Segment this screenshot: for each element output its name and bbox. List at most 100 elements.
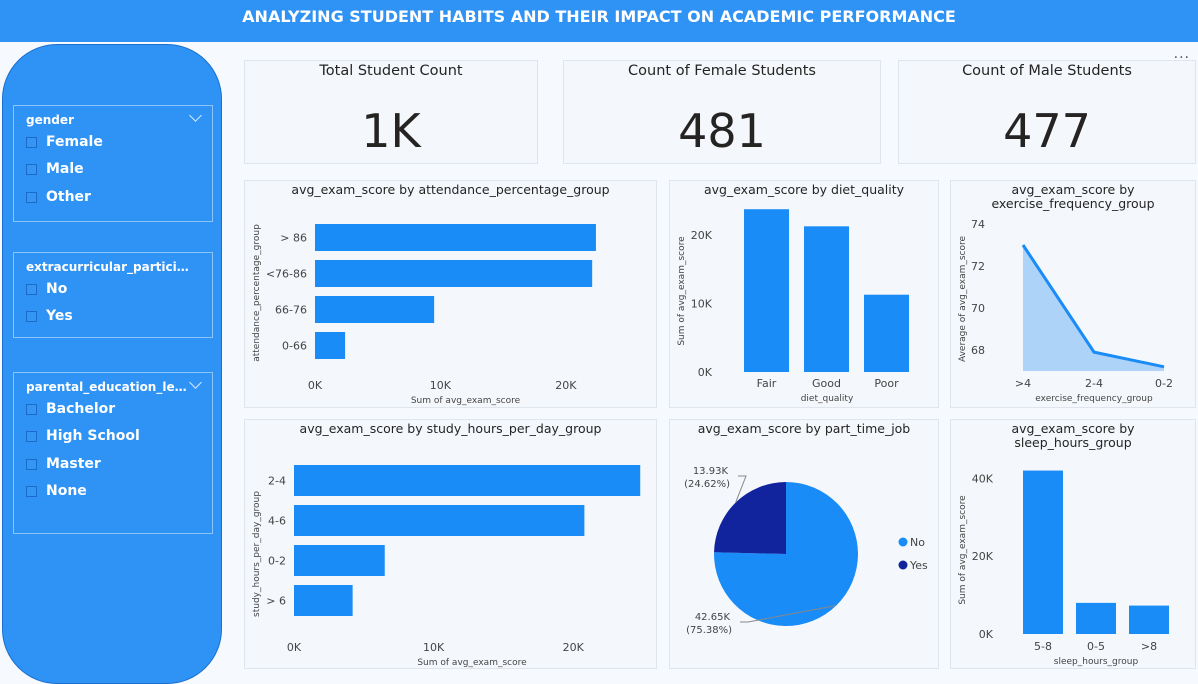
slicer-parental-education[interactable]: parental_education_level Bachelor High S… [13,372,213,534]
tick-label: 10K [430,379,452,392]
legend-marker [898,560,908,570]
chart-title-line: avg_exam_score by [1011,182,1135,197]
category-label: >4 [1015,377,1031,390]
kpi-card-male[interactable]: Count of Male Students 477 [898,60,1196,164]
checkbox[interactable] [26,283,37,295]
tick-label: 74 [971,218,985,231]
kpi-card-female[interactable]: Count of Female Students 481 [563,60,881,164]
bar [1129,605,1169,634]
bar [315,296,435,323]
slicer-extracurricular[interactable]: extracurricular_participation No Yes [13,252,213,338]
diet-bar-chart: 0K 10K 20K Fair Good Poor diet_quality Sum of a… [677,209,909,404]
slicer-option-bachelor[interactable]: Bachelor [26,399,115,419]
tick-label: 0K [698,366,713,379]
category-label: Good [812,377,841,390]
pie-slice [714,482,786,554]
x-axis-label: Sum of avg_exam_score [417,658,527,668]
tick-label: 70 [971,302,985,315]
chart-title-line: sleep_hours_group [1014,435,1132,450]
bar [294,545,385,576]
tick-label: 0K [979,628,994,641]
category-label: Fair [757,377,777,390]
chart-title-line: avg_exam_score by [1011,421,1135,436]
x-axis-label: sleep_hours_group [1054,657,1139,667]
slicer-option-master[interactable]: Master [26,454,101,474]
chart-sleep[interactable]: avg_exam_score by sleep_hours_group 0K 20… [950,419,1196,669]
bar [315,332,346,359]
category-label: 0-5 [1087,640,1105,653]
category-label: <76-86 [266,268,307,281]
slicer-option-other[interactable]: Other [26,187,91,207]
y-axis-label: attendance_percentage_group [252,224,262,362]
chart-title: avg_exam_score by diet_quality [703,182,905,197]
category-label: > 86 [280,232,307,245]
data-label-value: 13.93K [693,466,729,477]
checkbox[interactable] [26,430,37,442]
slicer-option-high-school[interactable]: High School [26,426,140,446]
card-title: Count of Female Students [628,63,816,79]
chart-study[interactable]: avg_exam_score by study_hours_per_day_gr… [244,419,657,669]
chart-parttime[interactable]: avg_exam_score by part_time_job 42.65K (7… [669,419,939,669]
slicer-option-label: Bachelor [46,401,116,417]
bar [315,260,593,287]
slicer-option-no[interactable]: No [26,279,67,299]
chart-title-line: exercise_frequency_group [991,196,1155,211]
category-label: Poor [874,377,899,390]
card-value: 477 [1003,104,1091,158]
chart-exercise[interactable]: avg_exam_score by exercise_frequency_gro… [950,180,1196,408]
x-axis-label: exercise_frequency_group [1035,394,1153,404]
checkbox[interactable] [26,458,37,470]
slicer-option-label: High School [46,428,140,444]
card-title: Count of Male Students [962,63,1132,79]
tick-label: 20K [555,379,577,392]
category-label: 0-2 [268,555,286,568]
slicer-option-male[interactable]: Male [26,159,84,179]
slicer-option-label: Male [46,161,84,177]
tick-label: 10K [423,641,445,654]
category-label: 2-4 [268,475,286,488]
slicer-option-female[interactable]: Female [26,132,103,152]
checkbox[interactable] [26,485,37,497]
checkbox[interactable] [26,403,37,415]
slicer-title: gender [26,113,74,127]
y-axis-label: study_hours_per_day_group [252,491,262,617]
slicer-option-yes[interactable]: Yes [26,306,73,326]
slicer-option-none[interactable]: None [26,481,87,501]
chart-diet[interactable]: avg_exam_score by diet_quality 0K 10K 20K F… [669,180,939,408]
study-bar-chart: 2-4 4-6 0-2 > 6 0K 10K 20K Sum of avg_exam_scor… [252,465,641,668]
category-label: >8 [1141,640,1157,653]
slicer-option-label: Other [46,189,91,205]
series-line [1021,244,1165,369]
data-label-value: 42.65K [695,612,731,623]
filter-sidebar: gender Female Male Other extracurricular… [2,44,222,684]
category-label: 66-76 [275,304,307,317]
slicer-option-label: None [46,483,87,499]
slicer-option-label: Female [46,134,103,150]
tick-label: 0K [287,641,302,654]
bar [315,224,596,251]
checkbox[interactable] [26,310,37,322]
category-label: 4-6 [268,515,286,528]
parttime-pie-chart: 42.65K (75.38%) 13.93K (24.62%) No Yes [684,466,928,636]
checkbox[interactable] [26,163,37,175]
checkbox[interactable] [26,191,37,203]
legend-label: No [910,536,925,549]
legend-label: Yes [909,559,928,572]
checkbox[interactable] [26,136,37,148]
chart-attendance[interactable]: avg_exam_score by attendance_percentage_… [244,180,657,408]
y-axis-label: Average of avg_exam_score [958,236,968,363]
card-title: Total Student Count [319,63,463,79]
card-value: 1K [361,104,421,158]
bar [744,209,789,372]
leader-line [740,605,837,623]
tick-label: 20K [691,229,713,242]
slicer-gender[interactable]: gender Female Male Other [13,105,213,222]
category-label: 5-8 [1034,640,1052,653]
slicer-option-label: No [46,281,68,297]
bar [1076,602,1116,634]
more-options-icon[interactable]: ··· [1173,50,1190,66]
bar [294,465,641,496]
kpi-card-total[interactable]: Total Student Count 1K [244,60,538,164]
exercise-area-chart: 68 70 72 74 >4 2-4 0-2exercise_frequency_group… [958,218,1173,404]
category-label: 2-4 [1085,377,1103,390]
